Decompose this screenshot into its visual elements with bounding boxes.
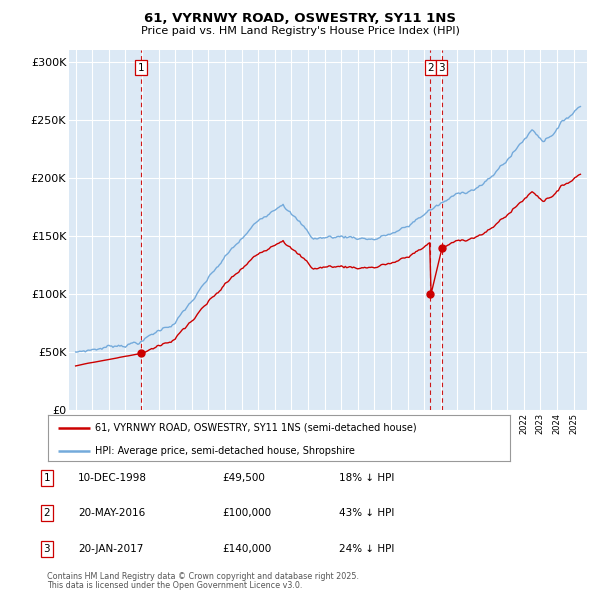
Text: 1: 1: [43, 473, 50, 483]
Text: 3: 3: [439, 63, 445, 73]
Text: 24% ↓ HPI: 24% ↓ HPI: [339, 544, 394, 553]
Text: 10-DEC-1998: 10-DEC-1998: [78, 473, 147, 483]
Text: 2: 2: [427, 63, 434, 73]
Text: 61, VYRNWY ROAD, OSWESTRY, SY11 1NS: 61, VYRNWY ROAD, OSWESTRY, SY11 1NS: [144, 12, 456, 25]
Text: 20-MAY-2016: 20-MAY-2016: [78, 509, 145, 518]
Text: 2: 2: [43, 509, 50, 518]
Text: 3: 3: [43, 544, 50, 553]
Text: HPI: Average price, semi-detached house, Shropshire: HPI: Average price, semi-detached house,…: [95, 446, 355, 456]
Text: 20-JAN-2017: 20-JAN-2017: [78, 544, 143, 553]
Text: This data is licensed under the Open Government Licence v3.0.: This data is licensed under the Open Gov…: [47, 581, 302, 590]
Text: Price paid vs. HM Land Registry's House Price Index (HPI): Price paid vs. HM Land Registry's House …: [140, 26, 460, 36]
Text: 18% ↓ HPI: 18% ↓ HPI: [339, 473, 394, 483]
Text: £140,000: £140,000: [222, 544, 271, 553]
Text: £49,500: £49,500: [222, 473, 265, 483]
Text: 43% ↓ HPI: 43% ↓ HPI: [339, 509, 394, 518]
Text: Contains HM Land Registry data © Crown copyright and database right 2025.: Contains HM Land Registry data © Crown c…: [47, 572, 359, 581]
Text: 1: 1: [138, 63, 145, 73]
Text: £100,000: £100,000: [222, 509, 271, 518]
Text: 61, VYRNWY ROAD, OSWESTRY, SY11 1NS (semi-detached house): 61, VYRNWY ROAD, OSWESTRY, SY11 1NS (sem…: [95, 423, 417, 433]
